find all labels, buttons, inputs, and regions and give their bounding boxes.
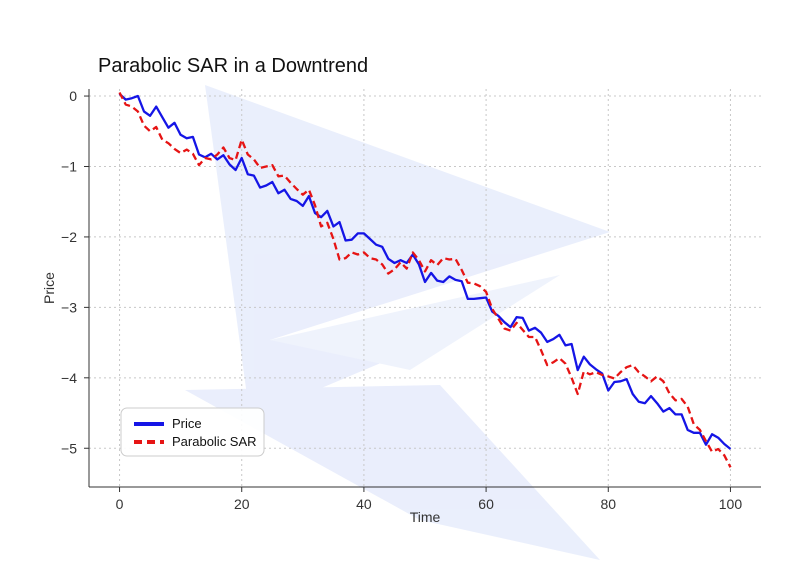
y-tick-label: −4 xyxy=(61,370,77,386)
y-tick-label: −2 xyxy=(61,229,77,245)
legend-price-label: Price xyxy=(172,416,202,431)
legend: Price Parabolic SAR xyxy=(120,407,265,457)
axes xyxy=(88,89,761,488)
x-tick-label: 80 xyxy=(600,496,616,512)
grid xyxy=(89,89,761,487)
x-tick-label: 100 xyxy=(719,496,743,512)
x-tick-label: 40 xyxy=(356,496,372,512)
price-line xyxy=(118,93,732,450)
y-tick-label: 0 xyxy=(69,88,77,104)
x-tick-label: 0 xyxy=(116,496,124,512)
x-tick-label: 60 xyxy=(478,496,494,512)
y-tick-label: −5 xyxy=(61,440,77,456)
y-tick-label: −3 xyxy=(61,299,77,315)
y-tick-label: −1 xyxy=(61,158,77,174)
x-axis-label: Time xyxy=(410,509,441,525)
x-tick-label: 20 xyxy=(234,496,250,512)
series-layer xyxy=(118,91,732,468)
chart-title: Parabolic SAR in a Downtrend xyxy=(98,55,368,77)
watermark-shape-2 xyxy=(185,385,600,560)
ticks: 0 20 40 60 80 100 0 −1 −2 −3 −4 −5 xyxy=(61,88,742,512)
parabolic-sar-line xyxy=(118,91,732,468)
y-axis-label: Price xyxy=(41,272,57,304)
legend-box xyxy=(120,407,265,457)
watermark-shape-1 xyxy=(205,85,610,418)
legend-sar-label: Parabolic SAR xyxy=(172,434,257,449)
